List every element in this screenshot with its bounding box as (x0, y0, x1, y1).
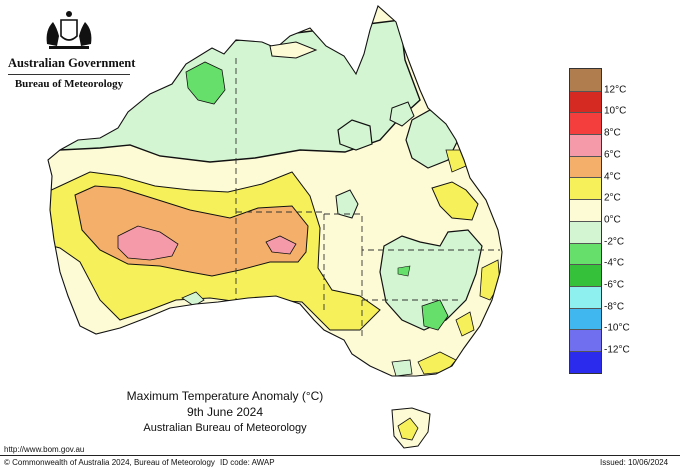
map-caption: Maximum Temperature Anomaly (°C) 9th Jun… (105, 388, 345, 436)
legend-swatch (570, 177, 601, 200)
government-branding: Australian Government Bureau of Meteorol… (8, 8, 135, 90)
state-borders (235, 58, 500, 338)
map-region (335, 189, 359, 219)
map-title: Maximum Temperature Anomaly (°C) (126, 389, 324, 403)
legend-swatch (570, 112, 601, 135)
map-region (181, 291, 205, 307)
legend-swatch (570, 242, 601, 265)
legend-swatch (570, 220, 601, 243)
government-name: Australian Government (8, 56, 135, 75)
map-date: 9th June 2024 (186, 405, 264, 419)
legend-swatch (570, 350, 601, 373)
map-region (421, 299, 449, 331)
legend-label: 8°C (604, 127, 621, 139)
footer-divider (0, 455, 680, 456)
legend-label: 2°C (604, 192, 621, 204)
map-region (455, 311, 475, 337)
legend-swatch (570, 264, 601, 286)
footer-id-code: ID code: AWAP (220, 458, 275, 467)
legend-label: -6°C (604, 279, 625, 291)
legend-label: -2°C (604, 236, 625, 248)
legend-label: 0°C (604, 214, 621, 226)
legend-swatch (570, 199, 601, 221)
legend-swatch (570, 285, 601, 308)
footer-url[interactable]: http://www.bom.gov.au (4, 445, 85, 454)
footer-issued: Issued: 10/06/2024 (600, 458, 669, 467)
map-region (391, 359, 413, 376)
legend-swatch (570, 134, 601, 156)
legend-swatch (570, 69, 601, 91)
map-source: Australian Bureau of Meteorology (143, 422, 307, 434)
legend-label: -4°C (604, 257, 625, 269)
legend-label: 10°C (604, 105, 627, 117)
map-region (269, 41, 318, 59)
map-region (431, 181, 479, 221)
legend-label: 6°C (604, 149, 621, 161)
legend-swatch (570, 307, 601, 330)
legend-swatch (570, 90, 601, 113)
legend-label: -10°C (604, 322, 630, 334)
footer-copyright: © Commonwealth of Australia 2024, Bureau… (4, 458, 215, 467)
map-region (389, 101, 415, 127)
tasmania (391, 407, 431, 449)
legend-label: 12°C (604, 84, 627, 96)
map-region (397, 417, 419, 441)
legend-swatch (570, 329, 601, 351)
legend-label: -12°C (604, 344, 630, 356)
map-region (265, 235, 297, 255)
map-region (397, 265, 411, 277)
map-region (337, 119, 373, 151)
color-legend (569, 68, 602, 374)
coat-of-arms-icon (46, 11, 92, 49)
map-region (379, 229, 483, 331)
map-region (185, 61, 226, 105)
legend-label: 4°C (604, 171, 621, 182)
map-region (117, 225, 179, 261)
legend-swatch (570, 155, 601, 178)
bureau-name: Bureau of Meteorology (14, 78, 124, 90)
legend-label: -8°C (604, 301, 625, 313)
